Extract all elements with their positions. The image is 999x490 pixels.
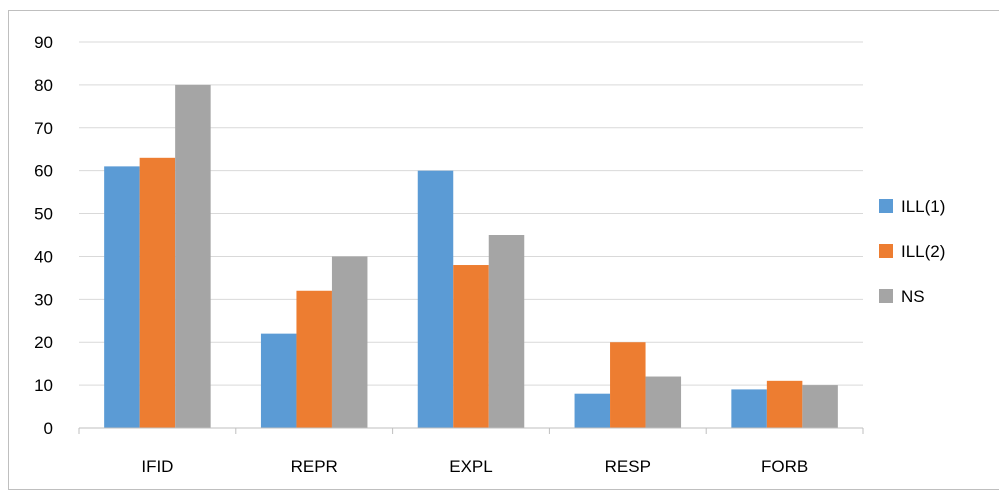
y-tick-label: 40 <box>34 247 53 266</box>
x-tick-label: FORB <box>761 457 808 476</box>
x-tick-label: EXPL <box>449 457 492 476</box>
x-tick-label: REPR <box>291 457 338 476</box>
x-axis: IFID REPR EXPL RESP FORB <box>78 427 864 476</box>
y-tick-label: 0 <box>44 419 53 438</box>
legend-label: ILL(1) <box>901 197 945 216</box>
bar-forb-ill2 <box>766 380 803 428</box>
bar-ifid-ns <box>175 84 211 428</box>
legend-label: NS <box>901 287 925 306</box>
bar-expl-ns <box>488 235 525 428</box>
bar-repr-ill2 <box>296 290 332 428</box>
y-axis: 0 10 20 30 40 50 60 70 80 90 <box>34 33 53 438</box>
bar-ifid-ill2 <box>139 157 176 429</box>
bar-resp-ill1 <box>574 393 611 428</box>
bar-repr-ns <box>331 256 368 428</box>
bar-resp-ns <box>645 376 682 428</box>
x-tick-label: IFID <box>141 457 173 476</box>
y-tick-label: 10 <box>34 376 53 395</box>
y-tick-label: 30 <box>34 290 53 309</box>
x-tick-label: RESP <box>605 457 651 476</box>
bar-forb-ill1 <box>731 389 767 428</box>
y-tick-label: 20 <box>34 333 53 352</box>
legend: ILL(1) ILL(2) NS <box>879 197 945 306</box>
y-tick-label: 90 <box>34 33 53 52</box>
y-tick-label: 70 <box>34 119 53 138</box>
bar-ifid-ill1 <box>104 166 140 428</box>
legend-label: ILL(2) <box>901 242 945 261</box>
y-tick-label: 60 <box>34 162 53 181</box>
legend-swatch <box>879 289 893 303</box>
y-tick-label: 50 <box>34 205 53 224</box>
bar-expl-ill1 <box>417 170 454 428</box>
bar-expl-ill2 <box>453 265 489 428</box>
legend-swatch <box>879 199 893 213</box>
bar-forb-ns <box>802 385 838 428</box>
y-tick-label: 80 <box>34 76 53 95</box>
bar-repr-ill1 <box>260 333 297 428</box>
legend-swatch <box>879 244 893 258</box>
bar-resp-ill2 <box>610 342 646 428</box>
bars <box>104 84 838 429</box>
